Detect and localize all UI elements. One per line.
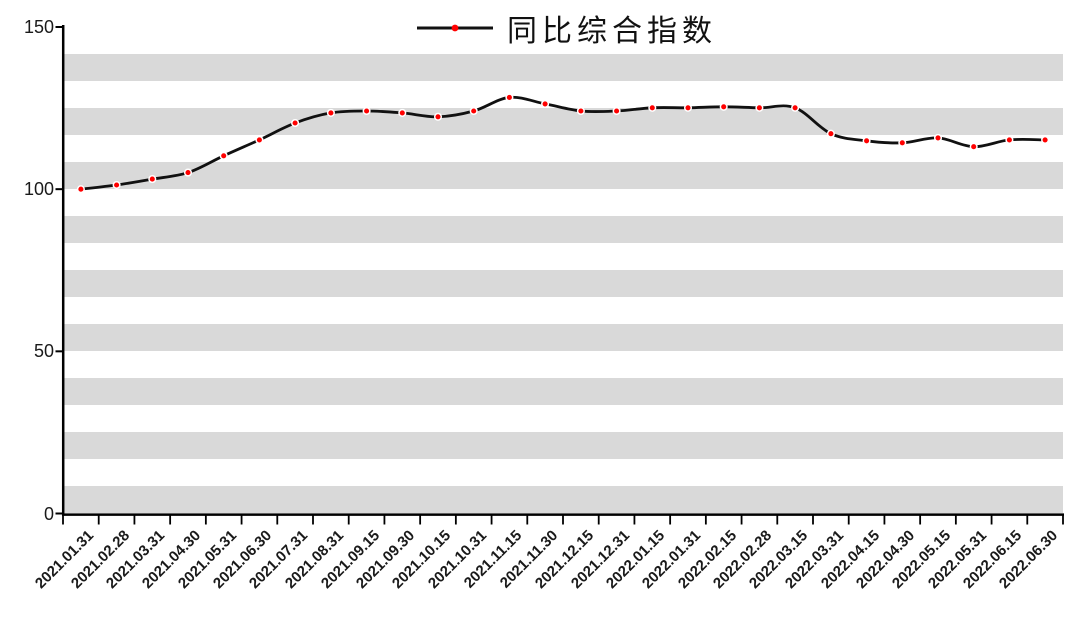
data-point-marker xyxy=(148,175,157,184)
data-point-marker xyxy=(791,103,800,112)
data-point-marker xyxy=(648,103,657,112)
y-axis-tick-label: 150 xyxy=(23,17,54,37)
data-point-marker xyxy=(683,103,693,112)
y-axis-tick-label: 0 xyxy=(43,503,54,524)
legend-series-label: 同比综合指数 xyxy=(507,15,717,48)
y-axis-tick-label: 50 xyxy=(33,341,54,362)
grid-band xyxy=(63,432,1063,459)
grid-band xyxy=(63,54,1063,81)
data-point-marker xyxy=(898,138,907,147)
y-axis-tick-label: 100 xyxy=(23,179,54,200)
data-point-marker xyxy=(255,135,264,144)
data-point-marker xyxy=(1041,135,1050,144)
data-point-marker xyxy=(862,136,871,145)
data-point-marker xyxy=(612,106,621,116)
legend-line-marker-icon xyxy=(417,24,493,32)
legend: 同比综合指数 xyxy=(416,8,717,48)
data-point-marker xyxy=(362,106,371,116)
data-point-marker xyxy=(1005,135,1014,144)
series-line xyxy=(79,95,1047,191)
data-point-marker xyxy=(933,133,943,142)
data-point-marker xyxy=(469,106,478,116)
data-point-marker xyxy=(826,129,835,138)
grid-band xyxy=(63,162,1063,189)
data-point-marker xyxy=(433,112,443,121)
grid-band xyxy=(63,108,1063,135)
data-point-marker xyxy=(755,103,764,112)
grid-band xyxy=(63,378,1063,405)
data-point-marker xyxy=(183,168,193,177)
grid-band xyxy=(63,270,1063,297)
grid-band xyxy=(63,486,1063,513)
data-point-marker xyxy=(219,151,228,160)
data-point-marker xyxy=(541,99,550,108)
grid-band xyxy=(63,324,1063,351)
data-point-marker xyxy=(576,106,585,116)
data-point-marker xyxy=(76,185,85,194)
data-point-marker xyxy=(291,118,300,128)
grid-band xyxy=(63,216,1063,243)
data-point-marker xyxy=(112,180,121,190)
data-point-marker xyxy=(326,108,335,117)
data-point-marker xyxy=(719,102,728,111)
data-point-marker xyxy=(398,108,407,117)
data-point-marker xyxy=(505,93,514,102)
data-point-marker xyxy=(969,142,978,151)
